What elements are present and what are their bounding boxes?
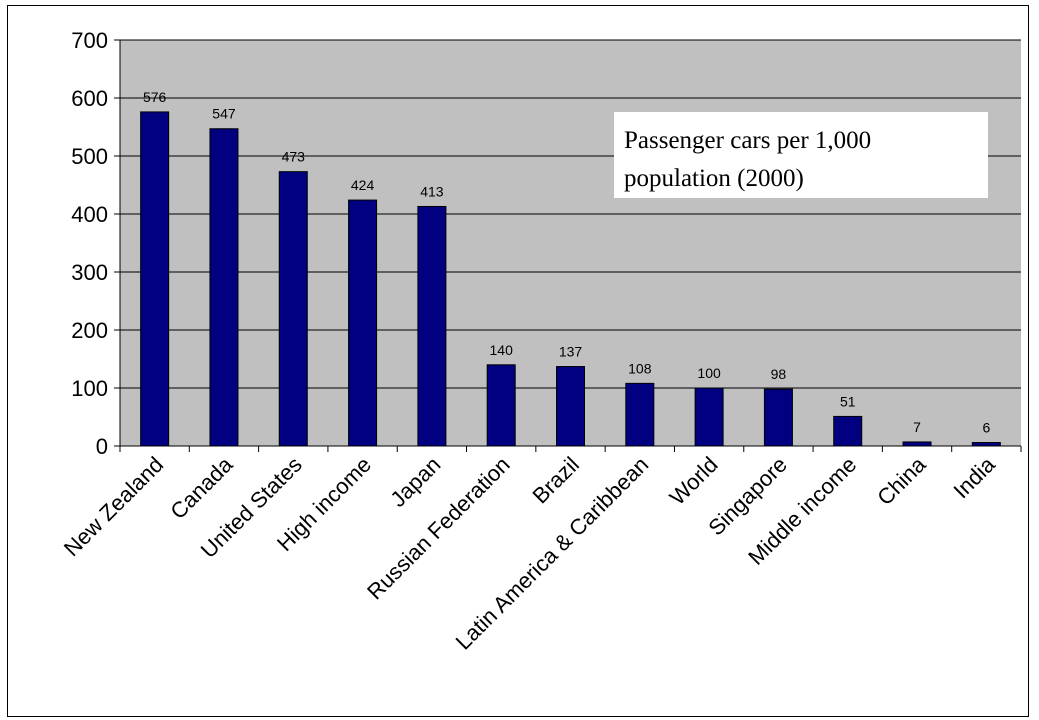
x-tick-label: Japan: [385, 452, 445, 512]
bar: [833, 415, 863, 447]
y-tick-label: 600: [71, 86, 108, 111]
bar: [486, 364, 516, 447]
bar: [625, 382, 655, 447]
bar: [694, 387, 724, 447]
y-tick-label: 700: [71, 28, 108, 53]
x-tick-label: Brazil: [527, 452, 584, 509]
data-label: 576: [143, 89, 167, 105]
y-tick-label: 300: [71, 260, 108, 285]
y-tick-label: 500: [71, 144, 108, 169]
data-label: 6: [982, 420, 990, 436]
data-labels: 576 547 473 424 413 140 137 108 100 98 51 7 6: [143, 89, 990, 436]
y-tick-label: 0: [96, 434, 108, 459]
data-label: 137: [559, 344, 583, 360]
bar: [140, 111, 170, 447]
data-label: 51: [840, 393, 856, 409]
bar: [209, 128, 239, 447]
y-tick-label: 400: [71, 202, 108, 227]
data-label: 140: [490, 342, 514, 358]
x-tick-label: China: [872, 451, 931, 510]
y-tick-label: 100: [71, 376, 108, 401]
gridlines: [120, 39, 1021, 389]
bar: [971, 442, 1001, 447]
bar: [556, 366, 585, 447]
bar: [278, 171, 308, 447]
bar: [902, 441, 932, 447]
bar: [417, 205, 447, 447]
x-tick-label: New Zealand: [59, 452, 168, 561]
x-tick-label: India: [948, 451, 1000, 503]
data-label: 547: [212, 106, 236, 122]
y-tick-label: 200: [71, 318, 108, 343]
y-axis-ticks: 0 100 200 300 400 500 600 700: [71, 28, 108, 459]
bar: [348, 199, 378, 447]
data-label: 424: [351, 177, 375, 193]
data-label: 7: [913, 419, 921, 435]
data-label: 413: [420, 183, 444, 199]
data-label: 108: [628, 360, 652, 376]
chart-title: Passenger cars per 1,000 population (200…: [614, 112, 988, 198]
x-tick-label: World: [665, 452, 723, 510]
data-label: 100: [697, 365, 721, 381]
data-label: 98: [771, 366, 787, 382]
bar: [763, 388, 793, 447]
axes: [114, 39, 1022, 452]
data-label: 473: [282, 149, 306, 165]
